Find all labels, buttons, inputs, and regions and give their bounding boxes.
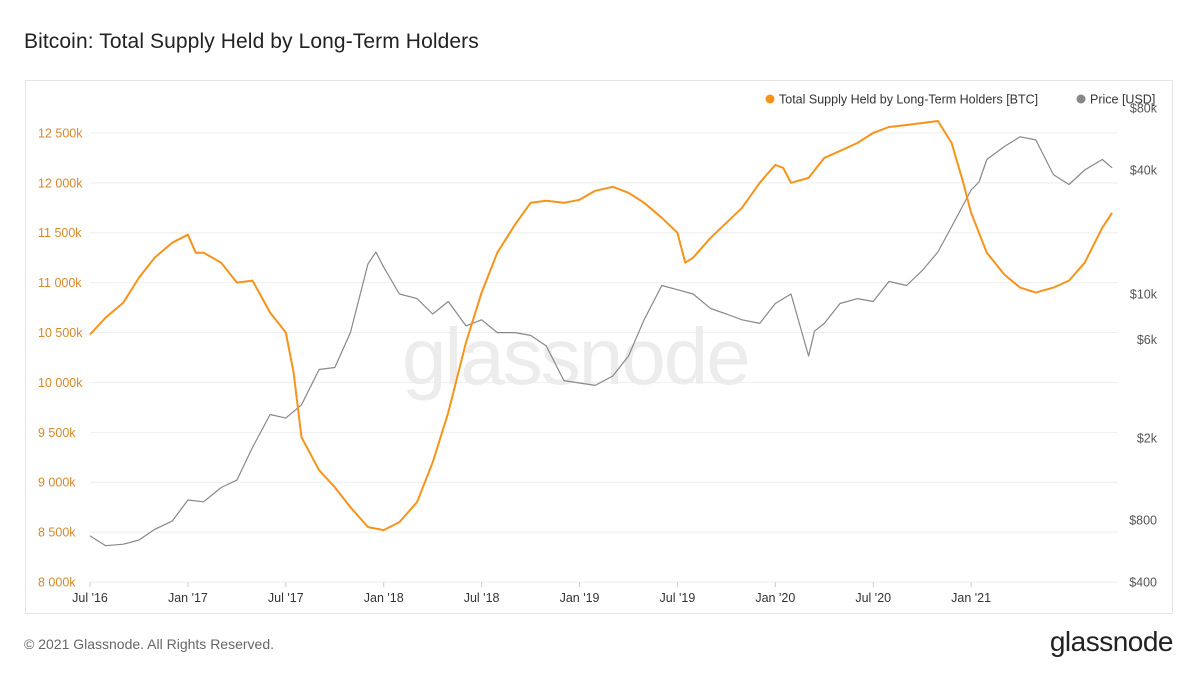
x-tick-label-6: Jul '19: [660, 591, 696, 605]
legend-item-price-label: Price [USD]: [1090, 93, 1155, 107]
x-tick-label-7: Jan '20: [755, 591, 795, 605]
right-tick-label-3: $6k: [1137, 333, 1158, 347]
left-tick-label-0: 8 000k: [38, 576, 76, 590]
legend[interactable]: Total Supply Held by Long-Term Holders […: [765, 93, 1156, 107]
legend-item-supply[interactable]: Total Supply Held by Long-Term Holders […: [765, 93, 1039, 107]
left-tick-label-3: 9 500k: [38, 426, 76, 440]
x-tick-label-3: Jan '18: [364, 591, 404, 605]
grid: [90, 132, 1118, 583]
left-tick-label-8: 12 000k: [38, 176, 83, 190]
glassnode-logo[interactable]: glassnode: [1049, 626, 1174, 657]
left-tick-label-2: 9 000k: [38, 476, 76, 490]
left-tick-label-1: 8 500k: [38, 526, 76, 540]
x-axis: Jul '16 Jan '17 Jul '17 Jan '18 Jul '18 Jan '…: [72, 582, 991, 605]
right-tick-label-0: $400: [1129, 576, 1157, 590]
left-tick-label-6: 11 000k: [38, 276, 82, 290]
x-tick-label-8: Jul '20: [855, 591, 891, 605]
left-tick-label-9: 12 500k: [38, 126, 83, 140]
legend-item-price-marker: [1076, 94, 1086, 104]
left-tick-label-4: 10 000k: [38, 376, 83, 390]
x-tick-label-1: Jan '17: [168, 591, 208, 605]
legend-item-price[interactable]: Price [USD]: [1076, 93, 1156, 107]
left-axis: 8 000k 8 500k 9 000k 9 500k 10 000k 10 500k 11…: [38, 126, 83, 589]
x-tick-label-4: Jul '18: [464, 591, 500, 605]
page-title: Bitcoin: Total Supply Held by Long-Term …: [24, 30, 479, 53]
price-line: [89, 136, 1113, 547]
right-tick-label-5: $40k: [1130, 164, 1158, 178]
x-tick-label-5: Jan '19: [560, 591, 600, 605]
right-axis: $400 $800 $2k $6k $10k $40k $80k: [1129, 102, 1158, 590]
footer-copyright: © 2021 Glassnode. All Rights Reserved.: [24, 636, 275, 652]
right-tick-label-2: $2k: [1137, 432, 1158, 446]
series-lines: [89, 120, 1113, 547]
right-tick-label-6: $80k: [1130, 102, 1158, 116]
chart-frame: [25, 80, 1173, 614]
x-tick-label-9: Jan '21: [951, 591, 991, 605]
right-tick-label-4: $10k: [1130, 288, 1158, 302]
watermark: glassnode: [402, 312, 749, 401]
legend-item-supply-marker: [765, 94, 775, 104]
right-tick-label-1: $800: [1129, 513, 1157, 527]
left-tick-label-5: 10 500k: [38, 326, 83, 340]
left-tick-label-7: 11 500k: [38, 226, 82, 240]
legend-item-supply-label: Total Supply Held by Long-Term Holders […: [779, 93, 1038, 107]
x-tick-label-2: Jul '17: [268, 591, 304, 605]
supply-line: [89, 120, 1113, 532]
x-tick-label-0: Jul '16: [72, 591, 108, 605]
